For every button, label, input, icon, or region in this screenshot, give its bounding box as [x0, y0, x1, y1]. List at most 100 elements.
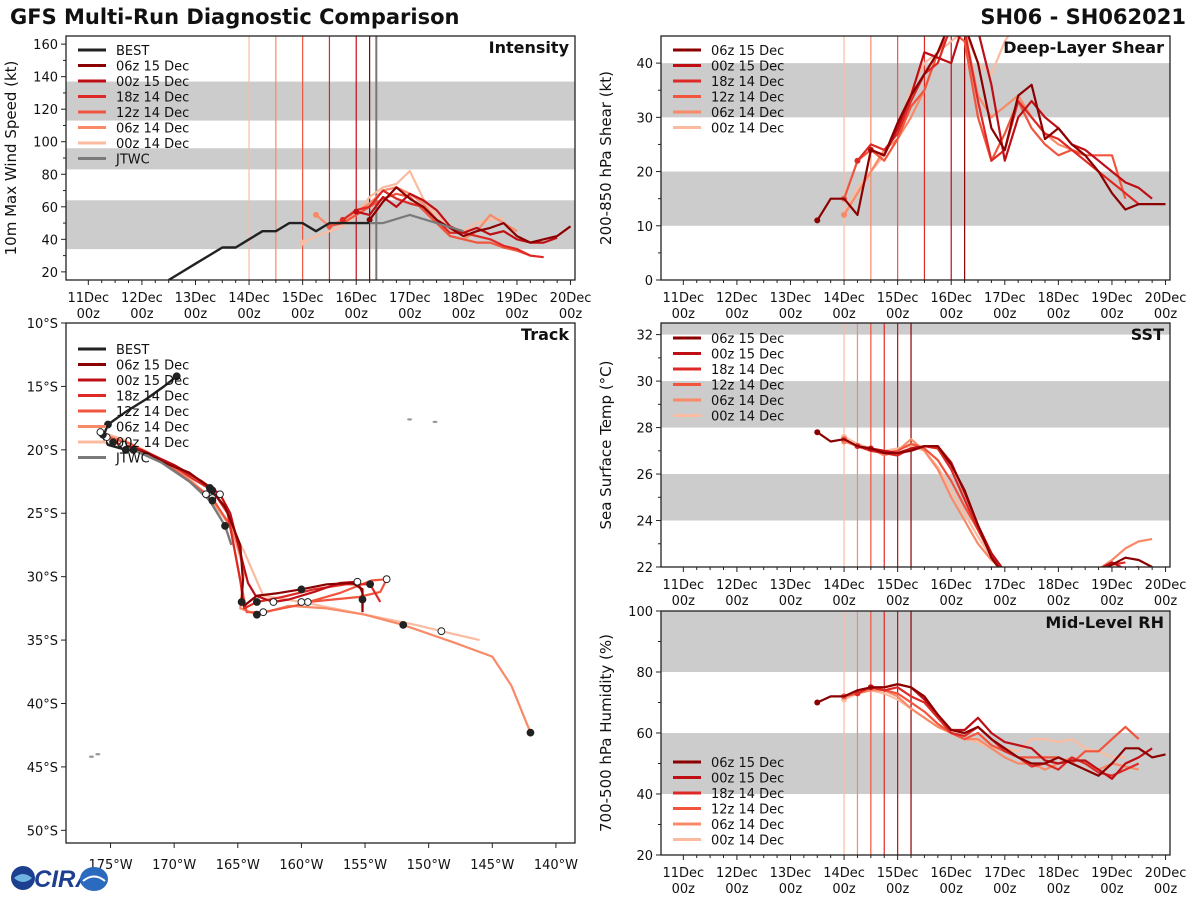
rh-xtick-hour: 00z	[725, 882, 749, 897]
track-xtick-label: 165°W	[216, 858, 260, 873]
track-legend-label: 06z 15 Dec	[116, 359, 189, 374]
shear-ytick-label: 0	[645, 274, 653, 289]
sst-xtick-hour: 00z	[1100, 594, 1124, 609]
shear-xtick-hour: 00z	[886, 307, 910, 322]
shear-series-line	[856, 36, 1140, 205]
rh-xtick-hour: 00z	[993, 882, 1017, 897]
intensity-band	[66, 81, 575, 121]
rh-series-line	[843, 686, 1140, 765]
intensity-xtick-hour: 00z	[77, 307, 101, 322]
track-ytick-label: 30°S	[27, 571, 58, 586]
track-legend-label: 00z 14 Dec	[116, 436, 189, 451]
cira-logo: CIRA	[11, 866, 108, 893]
track-position-marker	[303, 598, 312, 606]
track-xtick-label: 160°W	[279, 858, 323, 873]
shear-xtick-hour: 00z	[940, 307, 964, 322]
rh-legend-label: 00z 15 Dec	[711, 772, 784, 787]
shear-xtick-hour: 00z	[832, 307, 856, 322]
sst-xtick-hour: 00z	[672, 594, 696, 609]
track-best-marker	[172, 372, 181, 381]
sst-ytick-label: 32	[636, 329, 653, 344]
shear-xtick-hour: 00z	[672, 307, 696, 322]
shear-legend-label: 12z 14 Dec	[711, 91, 784, 106]
rh-xtick-hour: 00z	[672, 882, 696, 897]
track-jtwc-marker	[129, 445, 138, 454]
track-position-marker	[96, 428, 105, 436]
sst-ytick-label: 26	[636, 468, 653, 483]
sst-ytick-label: 28	[636, 422, 653, 437]
track-legend-label: 06z 14 Dec	[116, 421, 189, 436]
shear-series-start-point	[814, 217, 821, 224]
storm-id-title: SH06 - SH062021	[980, 5, 1186, 29]
intensity-jtwc-line	[369, 213, 464, 233]
rh-xtick-day: 12Dec	[716, 866, 758, 881]
shear-ytick-label: 10	[636, 220, 653, 235]
page-title: GFS Multi-Run Diagnostic Comparison	[10, 5, 460, 29]
shear-xtick-day: 19Dec	[1091, 291, 1133, 306]
shear-xtick-hour: 00z	[725, 307, 749, 322]
rh-ytick-label: 20	[636, 849, 653, 864]
sst-ytick-label: 24	[636, 515, 653, 530]
intensity-legend-label: 12z 14 Dec	[116, 106, 189, 121]
shear-legend-label: 00z 15 Dec	[711, 60, 784, 75]
intensity-xtick-day: 11Dec	[67, 291, 109, 306]
track-position-marker	[399, 620, 408, 629]
sst-xtick-day: 18Dec	[1038, 578, 1080, 593]
sst-plot-area	[661, 323, 1170, 567]
intensity-xtick-day: 15Dec	[282, 291, 324, 306]
rh-xtick-hour: 00z	[1100, 882, 1124, 897]
cira-logo-emblem-icon	[80, 867, 108, 891]
intensity-series-line	[302, 169, 504, 244]
intensity-xtick-day: 12Dec	[121, 291, 163, 306]
shear-ytick-label: 20	[636, 166, 653, 181]
intensity-legend-label: 00z 15 Dec	[116, 75, 189, 90]
sst-band	[661, 474, 1170, 521]
rh-series-line	[843, 689, 1126, 759]
sst-xtick-day: 12Dec	[716, 578, 758, 593]
rh-ytick-label: 40	[636, 788, 653, 803]
rh-legend-label: 06z 14 Dec	[711, 818, 784, 833]
sst-chart: 22242628303211Dec00z12Dec00z13Dec00z14De…	[597, 322, 1186, 609]
track-xtick-label: 170°W	[152, 858, 196, 873]
intensity-xtick-hour: 00z	[505, 307, 529, 322]
track-position-marker	[526, 728, 535, 737]
sst-legend-label: 06z 15 Dec	[711, 332, 784, 347]
track-position-marker	[259, 608, 268, 617]
rh-chart: 2040608010011Dec00z12Dec00z13Dec00z14Dec…	[597, 605, 1186, 897]
shear-legend-label: 18z 14 Dec	[711, 75, 784, 90]
rh-title: Mid-Level RH	[1045, 613, 1164, 632]
track-position-marker	[353, 577, 362, 586]
track-best-line	[101, 375, 178, 451]
rh-xtick-day: 13Dec	[770, 866, 812, 881]
track-plot-area	[88, 372, 535, 758]
track-legend-label: 12z 14 Dec	[116, 405, 189, 420]
sst-xtick-hour: 00z	[1047, 594, 1071, 609]
track-xtick-label: 140°W	[534, 858, 578, 873]
intensity-legend-label: 18z 14 Dec	[116, 91, 189, 106]
sst-xtick-hour: 00z	[993, 594, 1017, 609]
sst-xtick-day: 11Dec	[662, 578, 704, 593]
track-legend-label: 00z 15 Dec	[116, 374, 189, 389]
track-ytick-label: 45°S	[27, 761, 58, 776]
shear-xtick-day: 17Dec	[984, 291, 1026, 306]
track-position-marker	[252, 598, 261, 606]
intensity-xtick-day: 19Dec	[496, 291, 538, 306]
track-position-marker	[216, 490, 224, 499]
track-island	[407, 418, 413, 421]
sst-title: SST	[1131, 325, 1164, 344]
rh-xtick-hour: 00z	[886, 882, 910, 897]
shear-plot-area	[661, 36, 1170, 280]
shear-series-line	[816, 36, 1166, 221]
track-position-marker	[252, 610, 261, 619]
rh-xtick-day: 16Dec	[930, 866, 972, 881]
track-chart: 175°W 170°W 165°W 160°W 155°W 150°W 145°W 140°W…	[27, 317, 578, 873]
intensity-best-line	[168, 221, 370, 280]
intensity-series-start-point	[299, 239, 306, 246]
rh-xtick-day: 14Dec	[823, 866, 865, 881]
intensity-band	[66, 200, 575, 250]
intensity-series-start-point	[353, 208, 360, 215]
track-island	[95, 753, 101, 756]
intensity-ylabel: 10m Max Wind Speed (kt)	[2, 61, 20, 256]
intensity-xtick-hour: 00z	[130, 307, 154, 322]
rh-xtick-day: 20Dec	[1145, 866, 1187, 881]
